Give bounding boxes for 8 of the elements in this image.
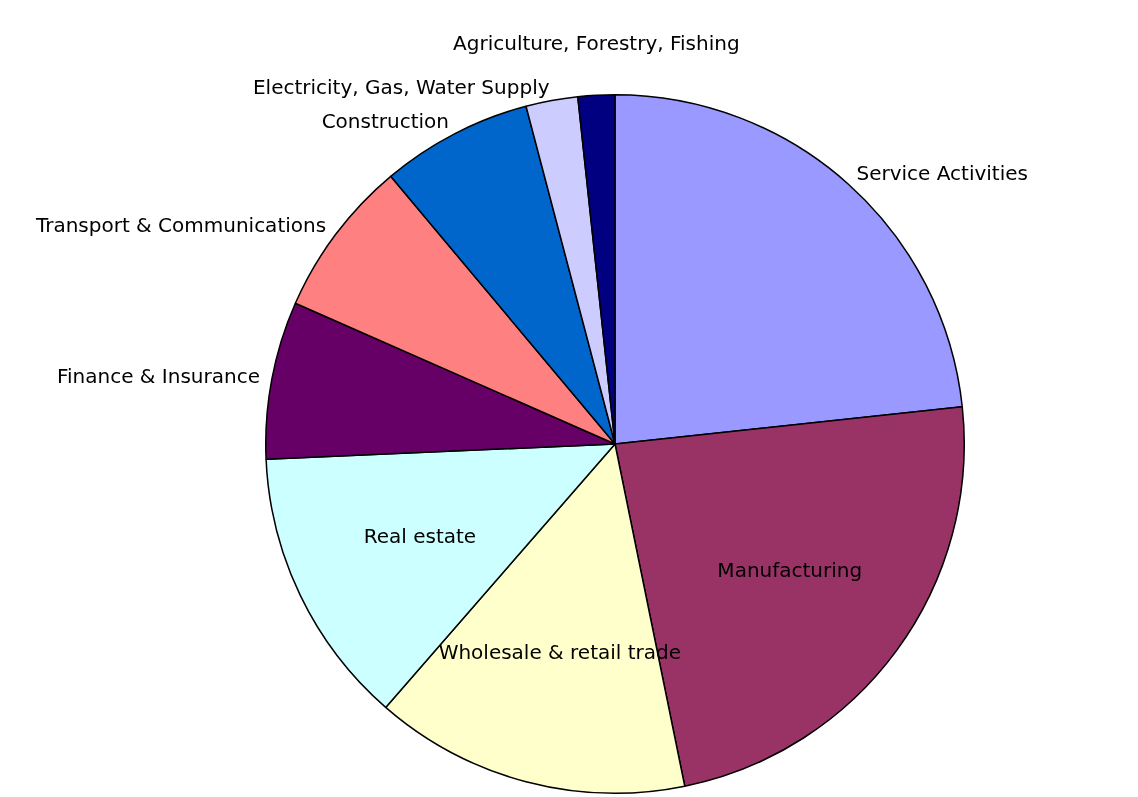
slice-label: Real estate [363, 524, 477, 549]
slice-label: Finance & Insurance [56, 363, 260, 388]
slice-label: Agriculture, Forestry, Fishing [453, 30, 740, 55]
slice-label: Service Activities [856, 161, 1028, 186]
slice-label: Manufacturing [717, 558, 863, 583]
slice-label: Construction [321, 109, 449, 134]
slice-label: Electricity, Gas, Water Supply [252, 74, 550, 99]
slice-label: Transport & Communications [34, 213, 327, 238]
